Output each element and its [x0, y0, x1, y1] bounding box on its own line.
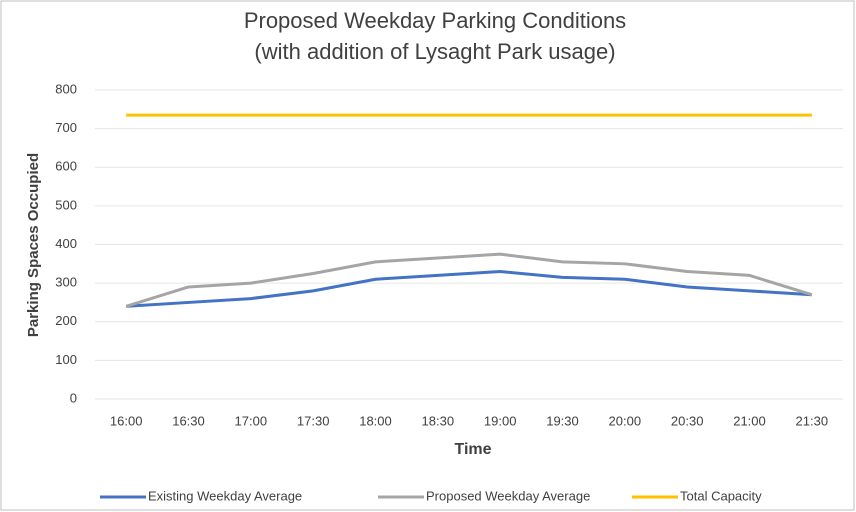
x-tick-label: 16:00: [110, 413, 143, 428]
y-tick-label: 400: [55, 236, 77, 251]
y-tick-label: 500: [55, 197, 77, 212]
legend-label: Total Capacity: [680, 488, 762, 503]
x-tick-label: 16:30: [172, 413, 205, 428]
y-tick-label: 0: [70, 390, 77, 405]
y-axis-label: Parking Spaces Occupied: [25, 153, 42, 337]
legend-label: Existing Weekday Average: [148, 488, 302, 503]
x-tick-label: 18:30: [422, 413, 455, 428]
y-tick-label: 100: [55, 352, 77, 367]
series-line: [125, 252, 813, 308]
legend-label: Proposed Weekday Average: [426, 488, 590, 503]
x-axis-label: Time: [454, 441, 491, 458]
series-line: [126, 270, 812, 308]
x-tick-label: 18:00: [359, 413, 392, 428]
x-tick-label: 20:30: [671, 413, 704, 428]
y-tick-label: 300: [55, 275, 77, 290]
x-tick-label: 17:30: [297, 413, 330, 428]
x-tick-label: 19:00: [484, 413, 517, 428]
x-tick-label: 21:30: [796, 413, 829, 428]
y-tick-label: 700: [55, 120, 77, 135]
y-tick-label: 600: [55, 159, 77, 174]
x-tick-label: 19:30: [546, 413, 579, 428]
chart-subtitle: (with addition of Lysaght Park usage): [254, 39, 615, 64]
y-tick-label: 800: [55, 81, 77, 96]
x-tick-label: 17:00: [235, 413, 268, 428]
chart-title: Proposed Weekday Parking Conditions: [244, 8, 626, 33]
x-tick-label: 20:00: [609, 413, 642, 428]
y-tick-label: 200: [55, 313, 77, 328]
x-tick-label: 21:00: [733, 413, 766, 428]
